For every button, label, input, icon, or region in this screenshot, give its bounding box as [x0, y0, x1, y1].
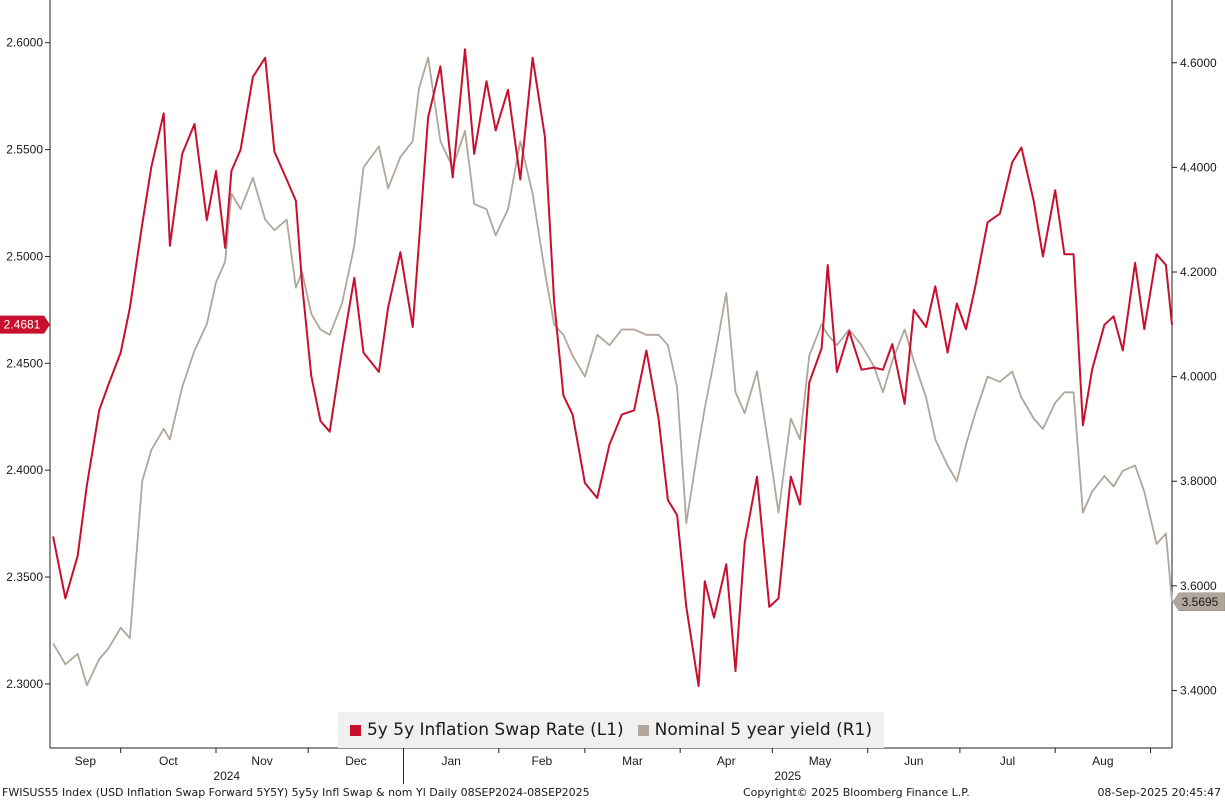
- x-axis: Sep Oct Nov Dec Jan Feb Mar Apr May Jun Jul Aug 2024…: [75, 748, 1151, 784]
- x-year-label: 2025: [774, 769, 801, 783]
- footer-copyright: Copyright© 2025 Bloomberg Finance L.P.: [743, 786, 970, 799]
- x-month-label: Aug: [1092, 754, 1113, 768]
- series-line-swap: [52, 48, 1173, 687]
- x-month-label: Jan: [441, 754, 460, 768]
- left-tick-label: 2.6000: [6, 36, 43, 50]
- left-tick-label: 2.3500: [6, 570, 43, 584]
- left-axis: 2.6000 2.5500 2.5000 2.4500 2.4000 2.3500 2.30…: [6, 36, 50, 691]
- left-tick-label: 2.3000: [6, 677, 43, 691]
- legend-item-swap: 5y 5y Inflation Swap Rate (L1): [349, 720, 624, 740]
- last-value-label-swap: 2.4681: [4, 318, 41, 332]
- x-month-label: Jul: [1000, 754, 1015, 768]
- right-tick-label: 4.4000: [1180, 160, 1217, 174]
- right-tick-label: 4.0000: [1180, 370, 1217, 384]
- x-month-label: Apr: [717, 754, 736, 768]
- right-tick-label: 4.2000: [1180, 265, 1217, 279]
- left-tick-label: 2.5000: [6, 249, 43, 263]
- right-axis: 4.6000 4.4000 4.2000 4.0000 3.8000 3.6000 3.40…: [1172, 56, 1217, 697]
- series-layer: [52, 48, 1173, 687]
- legend-label-swap: 5y 5y Inflation Swap Rate (L1): [366, 720, 624, 740]
- footer-source: FWISUS55 Index (USD Inflation Swap Forwa…: [2, 786, 590, 799]
- legend-label-yield: Nominal 5 year yield (R1): [654, 720, 872, 740]
- x-month-label: Nov: [251, 754, 272, 768]
- x-month-label: May: [809, 754, 832, 768]
- legend: 5y 5y Inflation Swap Rate (L1) Nominal 5…: [338, 712, 884, 748]
- legend-swatch-swap-icon: [349, 724, 361, 736]
- left-tick-label: 2.4500: [6, 356, 43, 370]
- last-value-label-yield: 3.5695: [1182, 595, 1219, 609]
- last-value-badge-swap: [0, 315, 50, 334]
- left-tick-label: 2.5500: [6, 143, 43, 157]
- right-tick-label: 3.6000: [1180, 579, 1217, 593]
- x-month-label: Jun: [904, 754, 923, 768]
- x-month-label: Sep: [75, 754, 97, 768]
- x-month-label: Feb: [531, 754, 552, 768]
- legend-item-yield: Nominal 5 year yield (R1): [637, 720, 872, 740]
- footer-timestamp: 08-Sep-2025 20:45:47: [1097, 786, 1221, 799]
- legend-swatch-yield-icon: [637, 724, 649, 736]
- right-tick-label: 3.4000: [1180, 683, 1217, 697]
- x-month-label: Mar: [622, 754, 643, 768]
- x-year-label: 2024: [213, 769, 240, 783]
- last-value-badge-yield: [1172, 592, 1225, 612]
- series-line-yield: [52, 56, 1173, 687]
- last-value-labels: 2.4681 3.5695: [0, 315, 1225, 612]
- x-month-label: Dec: [345, 754, 366, 768]
- left-tick-label: 2.4000: [6, 463, 43, 477]
- right-tick-label: 3.8000: [1180, 474, 1217, 488]
- plot-frame: [49, 0, 1173, 749]
- right-tick-label: 4.6000: [1180, 56, 1217, 70]
- x-month-label: Oct: [159, 754, 178, 768]
